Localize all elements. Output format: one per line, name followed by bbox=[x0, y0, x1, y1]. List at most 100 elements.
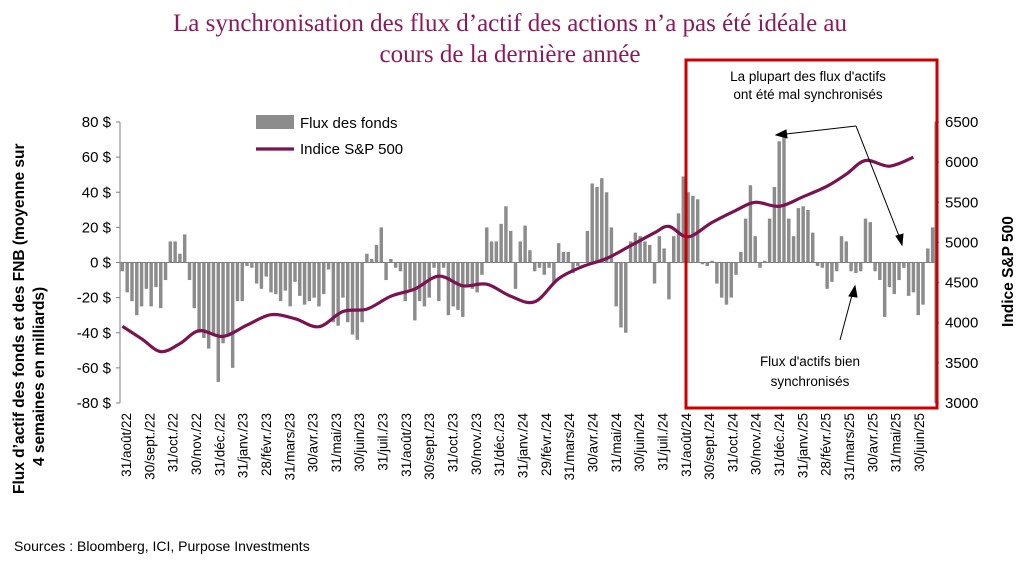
bar bbox=[480, 262, 484, 275]
bar bbox=[916, 262, 920, 316]
x-axis-ticks: 31/août/22 30/sept./22 31/oct./22 30/nov./2… bbox=[119, 413, 927, 481]
bar bbox=[532, 262, 537, 272]
x-tick-label: 31/mai/25 bbox=[889, 413, 904, 472]
bar bbox=[250, 262, 254, 268]
highlight-box bbox=[684, 58, 939, 410]
bar bbox=[796, 208, 801, 263]
left-axis-title-line2: 4 semaines en milliards) bbox=[31, 287, 48, 466]
bar bbox=[763, 260, 767, 263]
bar bbox=[743, 218, 748, 263]
x-tick-label: 30/juin/25 bbox=[912, 413, 927, 472]
bar bbox=[825, 262, 829, 289]
left-tick-label: 40 $ bbox=[82, 184, 112, 201]
right-tick-label: 6000 bbox=[945, 154, 978, 171]
bar bbox=[878, 262, 882, 281]
bar bbox=[590, 183, 594, 263]
bar bbox=[662, 248, 666, 263]
bar bbox=[911, 262, 916, 293]
source-note: Sources : Bloomberg, ICI, Purpose Invest… bbox=[14, 538, 310, 554]
bar bbox=[274, 262, 278, 295]
bar bbox=[648, 244, 652, 263]
bar bbox=[652, 262, 657, 284]
bar bbox=[537, 262, 542, 268]
x-tick-label: 31/déc./22 bbox=[212, 413, 227, 476]
bar bbox=[619, 262, 623, 328]
bar bbox=[700, 262, 705, 265]
x-tick-label: 31/mars/23 bbox=[282, 413, 297, 481]
x-tick-label: 30/juin/23 bbox=[352, 413, 367, 472]
x-tick-label: 31/janv./23 bbox=[236, 413, 251, 478]
bar bbox=[408, 262, 412, 289]
bar bbox=[259, 262, 264, 289]
bar bbox=[168, 241, 173, 263]
bar bbox=[854, 262, 858, 274]
bar bbox=[873, 262, 877, 272]
x-tick-label: 31/août/22 bbox=[119, 413, 134, 477]
legend-bar-swatch bbox=[256, 115, 294, 129]
bar bbox=[470, 262, 475, 289]
bar bbox=[926, 248, 930, 263]
x-tick-label: 30/sept./22 bbox=[142, 413, 157, 480]
bar bbox=[475, 262, 479, 293]
bar bbox=[676, 213, 681, 263]
bar bbox=[182, 234, 187, 263]
bar bbox=[633, 232, 638, 263]
x-tick-label: 28/févr./23 bbox=[259, 413, 274, 476]
bar bbox=[499, 223, 503, 263]
bar bbox=[868, 222, 872, 263]
bar bbox=[451, 262, 455, 307]
x-tick-label: 30/nov./24 bbox=[749, 413, 764, 476]
bar bbox=[432, 262, 436, 268]
arrow-head-up bbox=[848, 284, 858, 298]
bar bbox=[561, 251, 566, 263]
bar bbox=[494, 241, 499, 263]
bar bbox=[187, 262, 192, 281]
bar bbox=[154, 262, 158, 288]
bar bbox=[197, 262, 201, 333]
x-tick-label: 31/oct./23 bbox=[446, 413, 461, 472]
bar bbox=[441, 262, 446, 268]
bar bbox=[283, 262, 288, 291]
bar bbox=[643, 241, 647, 263]
annotation-arrows bbox=[774, 125, 904, 341]
bar bbox=[729, 262, 733, 298]
arrow-to-down bbox=[855, 125, 900, 237]
left-tick-label: -80 $ bbox=[77, 395, 112, 412]
bar bbox=[149, 262, 153, 307]
bar bbox=[365, 253, 369, 263]
bar bbox=[887, 262, 892, 288]
left-tick-label: 80 $ bbox=[82, 114, 112, 131]
bar bbox=[902, 262, 906, 268]
bar bbox=[461, 262, 465, 317]
bar bbox=[293, 262, 297, 282]
bar bbox=[336, 262, 340, 326]
bar bbox=[858, 262, 863, 272]
right-tick-label: 4500 bbox=[945, 275, 978, 292]
left-tick-label: -20 $ bbox=[77, 290, 112, 307]
x-tick-label: 31/août/23 bbox=[399, 413, 414, 477]
bar bbox=[758, 262, 762, 268]
legend-bar-label: Flux des fonds bbox=[300, 115, 398, 132]
bar bbox=[782, 136, 786, 263]
bar bbox=[547, 262, 551, 268]
right-tick-label: 3000 bbox=[945, 395, 978, 412]
bar bbox=[628, 241, 633, 263]
bar bbox=[413, 262, 417, 321]
bar bbox=[624, 262, 628, 333]
chart-title: La synchronisation des flux d’actif des … bbox=[60, 8, 960, 70]
bar bbox=[456, 262, 460, 310]
bar bbox=[576, 262, 580, 267]
bar bbox=[839, 236, 844, 263]
bar bbox=[504, 206, 508, 263]
bar bbox=[604, 192, 609, 263]
left-tick-label: 60 $ bbox=[82, 149, 112, 166]
x-tick-label: 31/juil./23 bbox=[376, 413, 391, 471]
bar bbox=[667, 262, 671, 300]
bar bbox=[921, 262, 925, 305]
bar bbox=[719, 262, 724, 298]
bar bbox=[211, 262, 216, 337]
bar bbox=[120, 262, 125, 272]
bar bbox=[465, 262, 470, 288]
bar bbox=[834, 262, 839, 272]
bar bbox=[374, 244, 379, 263]
